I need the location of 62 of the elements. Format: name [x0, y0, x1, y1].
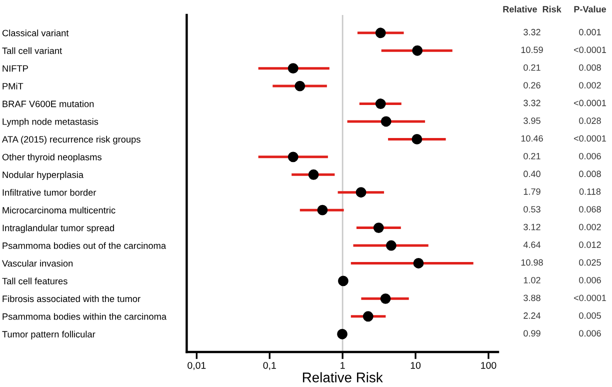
y-tick-label: Psammoma bodies within the carcinoma — [2, 313, 167, 320]
text: <0.0001 — [574, 135, 606, 142]
y-tick-label: Vascular invasion — [2, 260, 73, 267]
text: 0.008 — [579, 64, 601, 71]
text: <0.0001 — [574, 294, 606, 302]
x-tick-label: 0,01 — [188, 362, 206, 370]
data-label: 3.88 — [524, 294, 540, 302]
data-label: 1.02 — [524, 276, 540, 284]
data-label: 10.59 — [521, 46, 543, 54]
x-tick-label: 10 — [410, 362, 421, 369]
data-label: 0.53 — [524, 206, 540, 212]
data-label: 3.95 — [524, 118, 540, 124]
text: 0.002 — [579, 224, 601, 230]
text: P-Value — [574, 6, 606, 12]
y-tick-label: BRAF V600E mutation — [2, 100, 94, 108]
y-tick-label: Classical variant — [2, 30, 69, 36]
y-tick-label: PMiT — [2, 82, 24, 90]
y-tick-label: Infiltrative tumor border — [2, 189, 96, 196]
y-tick-label: Psammoma bodies out of the carcinoma — [2, 242, 166, 249]
data-label: 2.24 — [524, 312, 541, 319]
data-label: 3.32 — [524, 28, 540, 36]
x-axis-title: Relative Risk — [302, 372, 383, 382]
data-label: 0.26 — [524, 82, 540, 88]
text: Relative Risk — [503, 6, 562, 12]
text: 0.005 — [579, 312, 601, 319]
y-tick-label: NIFTP — [2, 65, 28, 72]
data-label: 10.98 — [521, 259, 543, 266]
y-tick-label: Nodular hyperplasia — [2, 171, 84, 180]
x-tick-label: 100 — [481, 362, 496, 369]
data-label: 0.99 — [524, 330, 540, 337]
data-label: 4.64 — [523, 242, 541, 248]
y-tick-label: Tall cell variant — [2, 47, 62, 54]
data-label: 0.21 — [524, 152, 540, 160]
x-tick-label: 0,1 — [263, 362, 276, 370]
y-tick-label: Fibrosis associated with the tumor — [2, 295, 140, 302]
y-tick-label: Tumor pattern follicular — [2, 330, 96, 340]
text: 0.012 — [579, 242, 601, 248]
y-tick-label: Other thyroid neoplasms — [2, 154, 102, 162]
y-tick-label: Lymph node metastasis — [2, 118, 98, 127]
y-tick-label: Tall cell features — [2, 278, 68, 284]
data-label: 10.46 — [521, 135, 543, 142]
text: <0.0001 — [574, 100, 606, 106]
x-tick-label: 1 — [340, 362, 345, 369]
data-label: 1.79 — [524, 188, 540, 195]
text: 0.002 — [579, 82, 601, 88]
text: 0.028 — [579, 118, 601, 124]
text: 0.006 — [579, 152, 601, 160]
data-label: 3.12 — [524, 224, 540, 230]
y-tick-label: Intraglandular tumor spread — [2, 224, 114, 234]
text: <0.0001 — [574, 46, 606, 54]
data-label: 0.40 — [524, 170, 540, 178]
text: 0.025 — [579, 259, 601, 266]
text: 0.001 — [579, 28, 601, 36]
data-label: 0.21 — [524, 64, 540, 71]
data-label: 3.32 — [524, 100, 540, 106]
text: 0.006 — [579, 276, 601, 284]
text: 0.008 — [579, 170, 601, 178]
text: 0.118 — [579, 188, 601, 195]
text: 0.068 — [579, 206, 601, 212]
y-tick-label: ATA (2015) recurrence risk groups — [2, 136, 140, 144]
y-tick-label: Microcarcinoma multicentric — [2, 206, 116, 214]
text: 0.006 — [579, 330, 601, 337]
